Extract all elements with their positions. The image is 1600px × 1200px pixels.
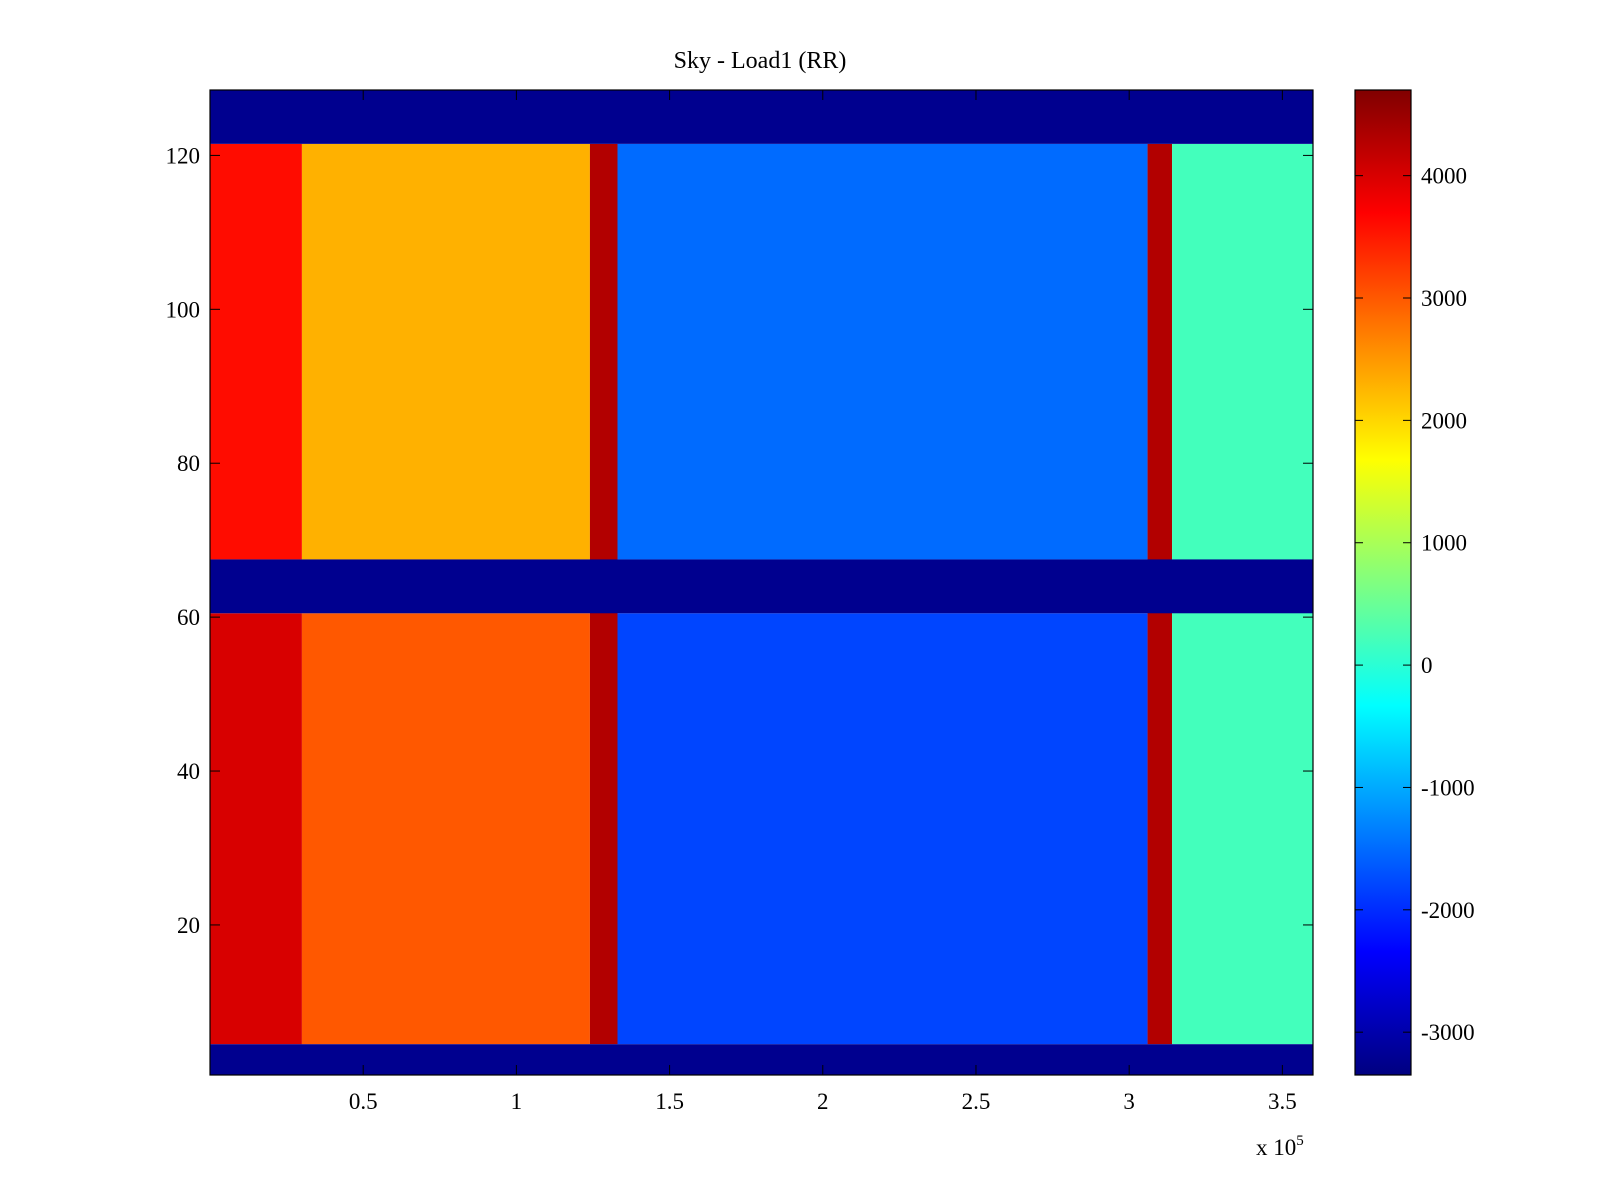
heatmap-region-5 xyxy=(617,613,1148,1045)
heatmap-region-2 xyxy=(301,613,590,1045)
colorbar-tick-label: 4000 xyxy=(1421,164,1467,189)
y-tick-label: 100 xyxy=(166,297,201,322)
x-tick-label: 3 xyxy=(1123,1089,1135,1114)
colorbar-tick-label: 3000 xyxy=(1421,286,1467,311)
masked-band-2 xyxy=(210,90,1313,144)
x-tick-label: 1 xyxy=(511,1089,523,1114)
colorbar-tick-label: 1000 xyxy=(1421,531,1467,556)
colorbar-tick-label: 0 xyxy=(1421,653,1433,678)
y-tick-label: 60 xyxy=(177,605,200,630)
y-tick-label: 80 xyxy=(177,451,200,476)
x-axis-multiplier: x 105 xyxy=(1256,1133,1304,1160)
colorbar-tick-label: 2000 xyxy=(1421,408,1467,433)
heatmap-region-1 xyxy=(210,143,302,560)
x-multiplier-exponent: 5 xyxy=(1296,1133,1304,1149)
x-tick-label: 1.5 xyxy=(655,1089,684,1114)
x-tick-label: 3.5 xyxy=(1268,1089,1297,1114)
chart-title: Sky - Load1 (RR) xyxy=(674,48,847,74)
heatmap-region-6 xyxy=(617,143,1148,560)
x-tick-label: 0.5 xyxy=(349,1089,378,1114)
x-axis: 0.5 1 1.5 2 2.5 3 3.5 xyxy=(349,90,1297,1114)
plot-frame xyxy=(209,89,1314,1076)
colorbar-tick-label: -3000 xyxy=(1421,1020,1475,1045)
masked-band-1 xyxy=(210,559,1313,614)
y-tick-label: 120 xyxy=(166,143,201,168)
y-tick-label: 40 xyxy=(177,759,200,784)
masked-band-0 xyxy=(210,1044,1313,1075)
y-tick-label: 20 xyxy=(177,913,200,938)
x-multiplier-base: x 10 xyxy=(1256,1135,1296,1160)
x-tick-label: 2 xyxy=(817,1089,829,1114)
x-tick-label: 2.5 xyxy=(962,1089,991,1114)
colorbar-tick-label: -2000 xyxy=(1421,898,1475,923)
heatmap-region-0 xyxy=(210,613,302,1045)
colorbar xyxy=(1354,89,1412,1076)
y-axis: 20 40 60 80 100 120 xyxy=(166,143,1313,938)
colorbar-axis: -3000 -2000 -1000 0 1000 2000 3000 4000 xyxy=(1355,164,1475,1045)
heatmap-region-3 xyxy=(301,143,590,560)
heatmap-cells xyxy=(210,90,1313,1075)
colorbar-tick-label: -1000 xyxy=(1421,775,1475,800)
